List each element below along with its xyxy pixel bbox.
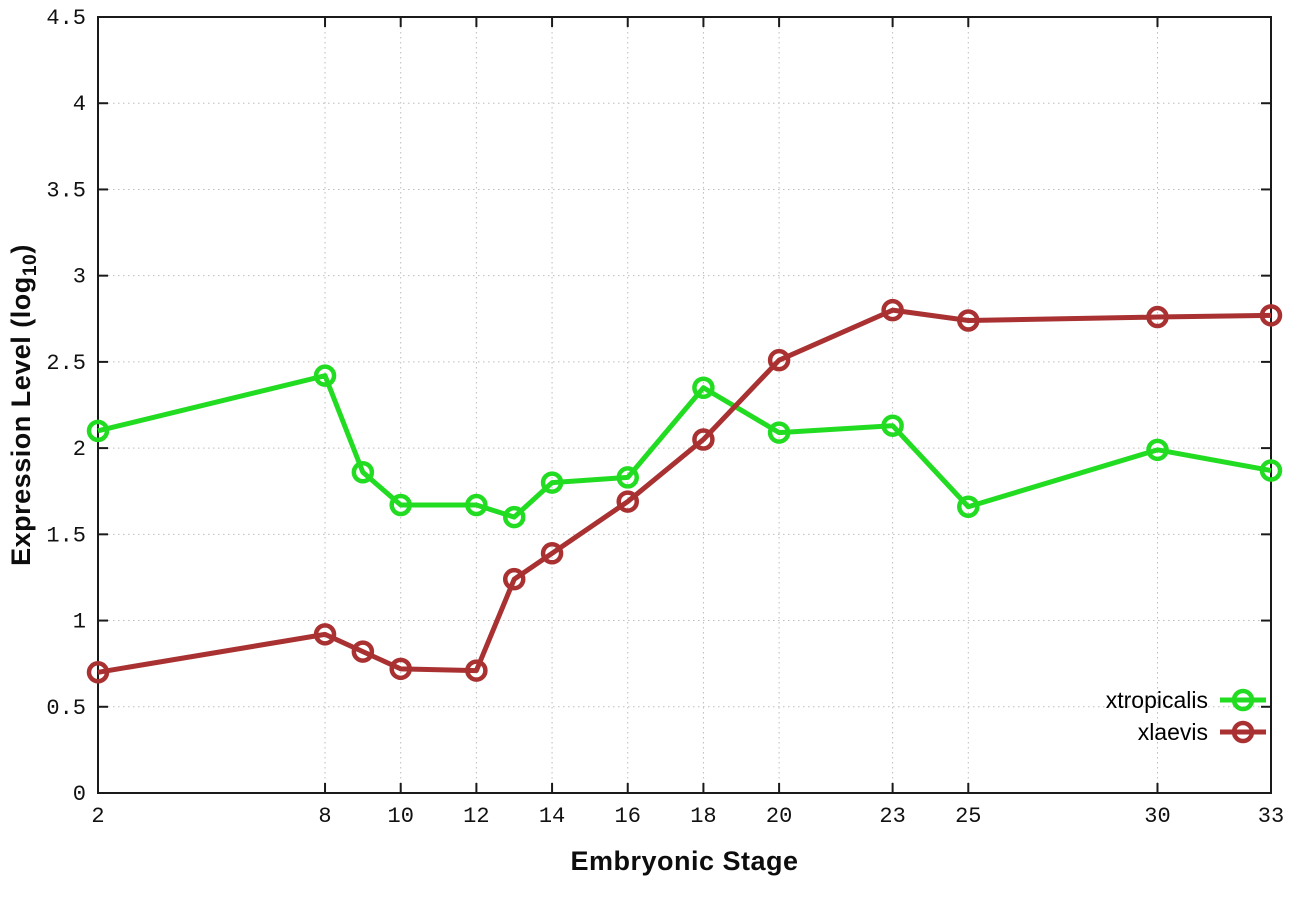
data-point-xtropicalis	[616, 466, 639, 489]
data-point-xtropicalis	[957, 495, 980, 518]
data-point-xtropicalis	[351, 461, 375, 484]
data-point-xlaevis	[86, 661, 110, 684]
legend-marker-icon-xlaevis	[1231, 720, 1255, 744]
data-point-xlaevis	[616, 490, 639, 513]
data-point-xtropicalis	[86, 419, 110, 443]
y-tick-label: 4.5	[46, 6, 86, 31]
x-tick-label: 16	[615, 804, 641, 829]
x-tick-label: 30	[1144, 804, 1170, 829]
data-point-xlaevis	[957, 309, 980, 332]
data-point-xlaevis	[502, 567, 526, 591]
data-point-xlaevis	[767, 348, 791, 372]
y-tick-label: 3	[73, 265, 86, 290]
legend-marker-icon-xtropicalis	[1231, 688, 1255, 712]
x-tick-label: 12	[463, 804, 489, 829]
y-tick-label: 2.5	[46, 351, 86, 376]
data-point-xtropicalis	[313, 364, 337, 387]
legend-label-xtropicalis: xtropicalis	[1106, 687, 1208, 713]
data-point-xtropicalis	[1259, 459, 1283, 482]
y-tick-label: 0	[73, 782, 86, 807]
data-point-xlaevis	[465, 659, 488, 682]
data-point-xtropicalis	[881, 414, 904, 437]
y-tick-label: 0.5	[46, 696, 86, 721]
data-point-xlaevis	[351, 640, 375, 663]
y-tick-label: 4	[73, 92, 86, 117]
data-point-xtropicalis	[389, 493, 412, 517]
x-tick-label: 2	[91, 804, 104, 829]
x-tick-label: 25	[955, 804, 981, 829]
x-tick-label: 8	[318, 804, 331, 829]
y-axis-title: Expression Level (log10)	[6, 244, 42, 566]
y-tick-label: 1.5	[46, 523, 86, 548]
data-point-xtropicalis	[1146, 438, 1169, 462]
series-line-xtropicalis	[97, 373, 1272, 520]
data-point-xlaevis	[692, 428, 715, 451]
y-tick-label: 3.5	[46, 178, 86, 203]
x-tick-label: 23	[879, 804, 905, 829]
data-point-xtropicalis	[540, 471, 564, 494]
y-axis-title-text: Expression Level (log	[5, 276, 36, 566]
data-point-xlaevis	[313, 623, 337, 646]
data-point-xlaevis	[540, 542, 564, 565]
y-tick-label: 2	[73, 437, 86, 462]
data-point-xlaevis	[1146, 305, 1169, 329]
x-tick-label: 18	[690, 804, 716, 829]
x-tick-label: 14	[539, 804, 565, 829]
x-axis-title: Embryonic Stage	[570, 846, 799, 876]
series-line-xlaevis	[97, 307, 1272, 675]
x-tick-label: 10	[388, 804, 414, 829]
plot-border	[97, 16, 1272, 794]
data-point-xlaevis	[881, 298, 904, 322]
x-tick-label: 20	[766, 804, 792, 829]
data-point-xlaevis	[1259, 304, 1283, 327]
data-point-xtropicalis	[767, 421, 791, 444]
y-axis-title-subscript: 10	[19, 253, 42, 277]
y-axis-title-close: )	[5, 244, 36, 254]
data-point-xtropicalis	[502, 505, 526, 529]
data-point-xtropicalis	[465, 493, 488, 517]
data-point-xlaevis	[389, 657, 412, 681]
x-tick-label: 33	[1258, 804, 1284, 829]
data-point-xtropicalis	[692, 376, 715, 400]
legend-label-xlaevis: xlaevis	[1138, 719, 1208, 745]
y-tick-label: 1	[73, 610, 86, 635]
